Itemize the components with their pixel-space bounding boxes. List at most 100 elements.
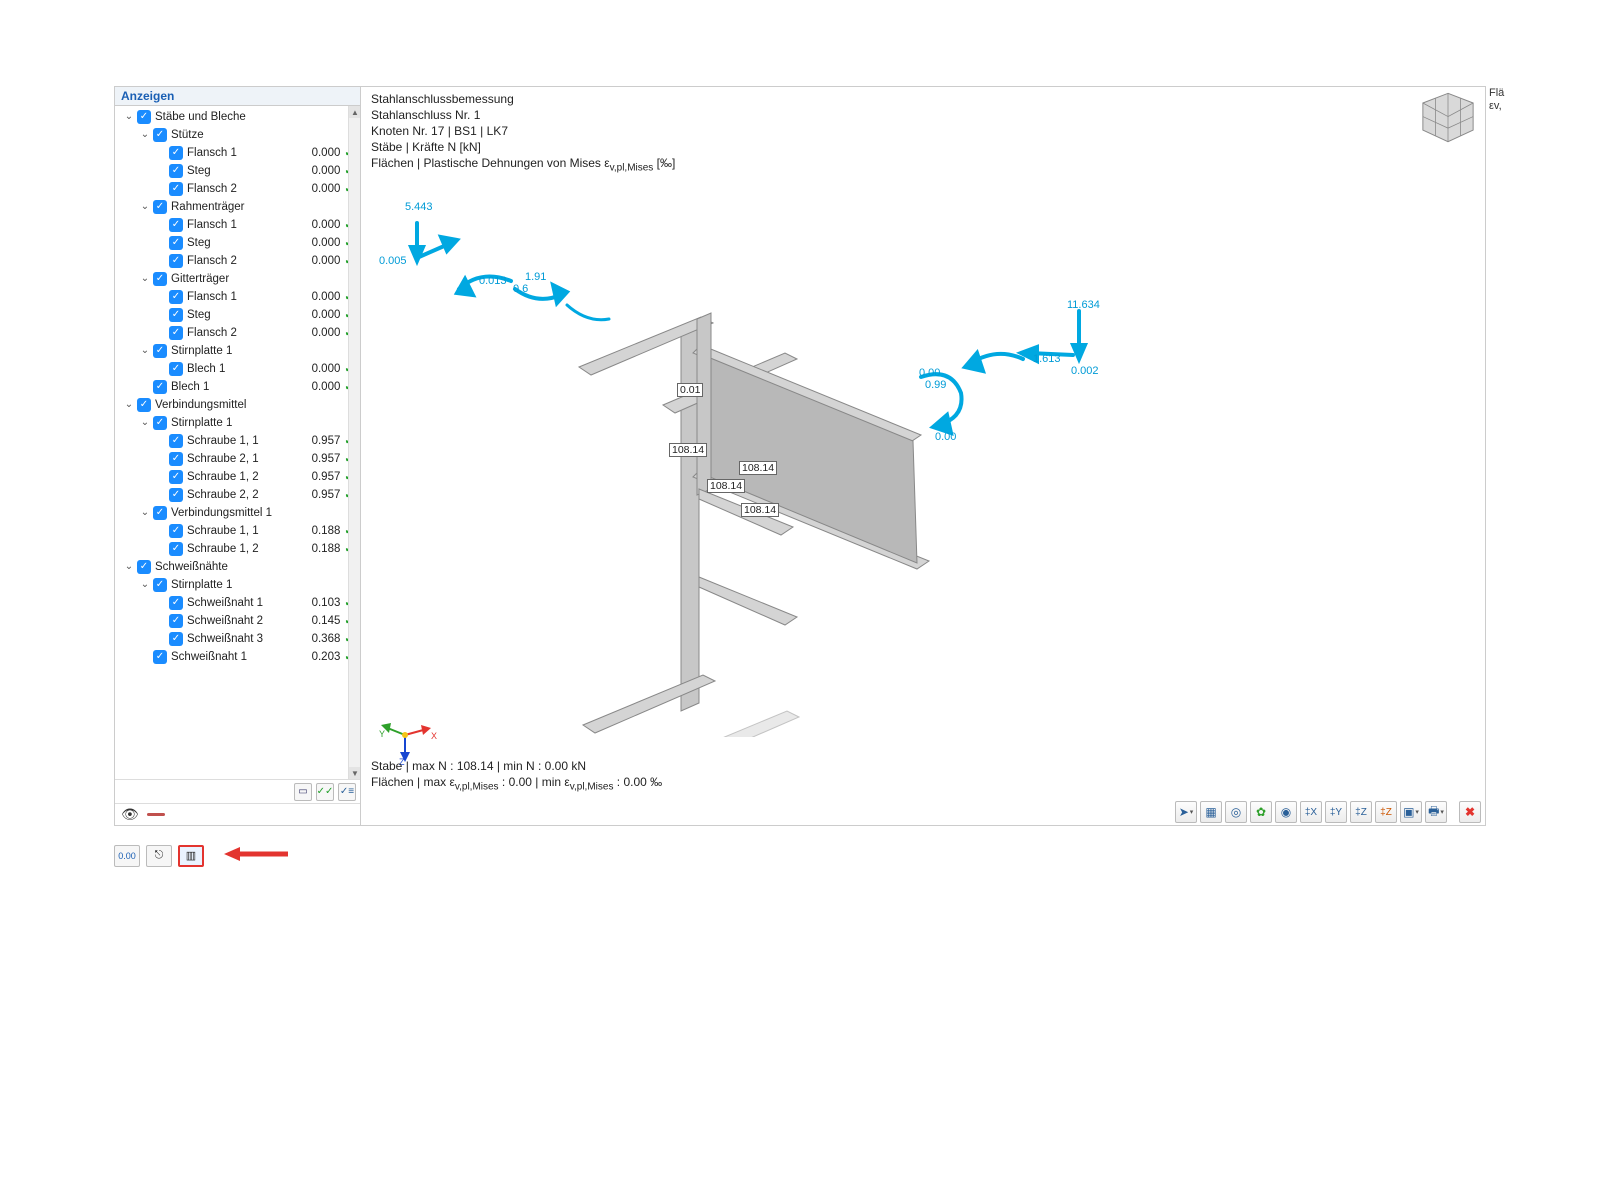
checkbox-icon[interactable]: ✓ — [153, 578, 167, 592]
checkbox-icon[interactable]: ✓ — [153, 650, 167, 664]
tree-row[interactable]: ⌄✓Stirnplatte 1 — [115, 576, 360, 594]
tree-row[interactable]: ⌄✓Stirnplatte 1 — [115, 342, 360, 360]
tree-row[interactable]: ✓Flansch 20.000✓ — [115, 252, 360, 270]
checkbox-icon[interactable]: ✓ — [153, 128, 167, 142]
tool-reset-icon[interactable]: ✖ — [1459, 801, 1481, 823]
scroll-down-icon[interactable]: ▼ — [349, 767, 360, 779]
tool-print-icon[interactable]: 🖶▾ — [1425, 801, 1447, 823]
tool-y-icon[interactable]: ‡Y — [1325, 801, 1347, 823]
checkbox-icon[interactable]: ✓ — [169, 614, 183, 628]
tab-model-icon[interactable]: ▥ — [178, 845, 204, 867]
checkbox-icon[interactable]: ✓ — [169, 254, 183, 268]
tool-section-icon[interactable]: ◎ — [1225, 801, 1247, 823]
caret-icon[interactable] — [155, 237, 167, 249]
checkbox-icon[interactable]: ✓ — [169, 146, 183, 160]
tree-row[interactable]: ✓Flansch 20.000✓ — [115, 180, 360, 198]
tree-row[interactable]: ✓Schraube 1, 10.188✓ — [115, 522, 360, 540]
caret-icon[interactable] — [155, 435, 167, 447]
tool-iso-icon[interactable]: ‡Z — [1375, 801, 1397, 823]
tree-row[interactable]: ✓Schweißnaht 20.145✓ — [115, 612, 360, 630]
caret-icon[interactable] — [155, 489, 167, 501]
caret-icon[interactable] — [139, 381, 151, 393]
caret-icon[interactable] — [155, 597, 167, 609]
tree-row[interactable]: ✓Schraube 1, 20.188✓ — [115, 540, 360, 558]
tree-row[interactable]: ✓Steg0.000✓ — [115, 306, 360, 324]
checkbox-icon[interactable]: ✓ — [169, 470, 183, 484]
tree-row[interactable]: ⌄✓Gitterträger — [115, 270, 360, 288]
checkbox-icon[interactable]: ✓ — [169, 290, 183, 304]
tree-row[interactable]: ✓Steg0.000✓ — [115, 162, 360, 180]
checkbox-icon[interactable]: ✓ — [169, 326, 183, 340]
checkbox-icon[interactable]: ✓ — [169, 542, 183, 556]
checkbox-icon[interactable]: ✓ — [137, 398, 151, 412]
checkbox-icon[interactable]: ✓ — [153, 272, 167, 286]
tree[interactable]: ⌄✓Stäbe und Bleche⌄✓Stütze✓Flansch 10.00… — [115, 106, 360, 779]
caret-icon[interactable]: ⌄ — [139, 579, 151, 591]
eye-icon[interactable]: 👁 — [121, 806, 139, 823]
checkbox-icon[interactable]: ✓ — [169, 632, 183, 646]
checkbox-icon[interactable]: ✓ — [169, 164, 183, 178]
tree-row[interactable]: ⌄✓Verbindungsmittel — [115, 396, 360, 414]
checkbox-icon[interactable]: ✓ — [153, 506, 167, 520]
caret-icon[interactable] — [139, 651, 151, 663]
tree-row[interactable]: ⌄✓Verbindungsmittel 1 — [115, 504, 360, 522]
checkbox-icon[interactable]: ✓ — [153, 344, 167, 358]
caret-icon[interactable]: ⌄ — [139, 345, 151, 357]
caret-icon[interactable] — [155, 543, 167, 555]
caret-icon[interactable]: ⌄ — [123, 111, 135, 123]
caret-icon[interactable]: ⌄ — [139, 273, 151, 285]
tree-row[interactable]: ✓Steg0.000✓ — [115, 234, 360, 252]
caret-icon[interactable] — [155, 615, 167, 627]
caret-icon[interactable] — [155, 363, 167, 375]
checkbox-icon[interactable]: ✓ — [169, 218, 183, 232]
tree-tool-2-icon[interactable]: ✓✓ — [316, 783, 334, 801]
tab-values-icon[interactable]: 0.00 — [114, 845, 140, 867]
tree-row[interactable]: ✓Flansch 10.000✓ — [115, 144, 360, 162]
caret-icon[interactable] — [155, 255, 167, 267]
caret-icon[interactable] — [155, 165, 167, 177]
tree-row[interactable]: ⌄✓Rahmenträger — [115, 198, 360, 216]
caret-icon[interactable] — [155, 183, 167, 195]
checkbox-icon[interactable]: ✓ — [169, 452, 183, 466]
caret-icon[interactable] — [155, 471, 167, 483]
caret-icon[interactable] — [155, 309, 167, 321]
checkbox-icon[interactable]: ✓ — [169, 596, 183, 610]
caret-icon[interactable]: ⌄ — [139, 201, 151, 213]
tree-row[interactable]: ⌄✓Stütze — [115, 126, 360, 144]
tree-row[interactable]: ✓Blech 10.000✓ — [115, 378, 360, 396]
tool-z-icon[interactable]: ‡Z — [1350, 801, 1372, 823]
tree-row[interactable]: ✓Schraube 2, 20.957✓ — [115, 486, 360, 504]
caret-icon[interactable] — [155, 291, 167, 303]
caret-icon[interactable]: ⌄ — [123, 561, 135, 573]
tool-box-icon[interactable]: ▣▾ — [1400, 801, 1422, 823]
scroll-up-icon[interactable]: ▲ — [349, 106, 360, 118]
tool-pan-icon[interactable]: ➤▾ — [1175, 801, 1197, 823]
checkbox-icon[interactable]: ✓ — [137, 560, 151, 574]
caret-icon[interactable] — [155, 219, 167, 231]
checkbox-icon[interactable]: ✓ — [169, 488, 183, 502]
tree-row[interactable]: ✓Schraube 2, 10.957✓ — [115, 450, 360, 468]
caret-icon[interactable]: ⌄ — [139, 129, 151, 141]
checkbox-icon[interactable]: ✓ — [153, 380, 167, 394]
tree-row[interactable]: ✓Schraube 1, 10.957✓ — [115, 432, 360, 450]
tree-row[interactable]: ⌄✓Stirnplatte 1 — [115, 414, 360, 432]
checkbox-icon[interactable]: ✓ — [169, 434, 183, 448]
tree-row[interactable]: ✓Schweißnaht 10.203✓ — [115, 648, 360, 666]
tree-row[interactable]: ✓Schweißnaht 30.368✓ — [115, 630, 360, 648]
checkbox-icon[interactable]: ✓ — [153, 200, 167, 214]
tool-loads-icon[interactable]: ◉ — [1275, 801, 1297, 823]
caret-icon[interactable] — [155, 525, 167, 537]
caret-icon[interactable] — [155, 453, 167, 465]
tree-row[interactable]: ✓Schweißnaht 10.103✓ — [115, 594, 360, 612]
tab-people-icon[interactable]: ⎋ — [146, 845, 172, 867]
model-canvas[interactable] — [361, 177, 1121, 737]
tool-surface-icon[interactable]: ✿ — [1250, 801, 1272, 823]
checkbox-icon[interactable]: ✓ — [137, 110, 151, 124]
tree-row[interactable]: ✓Blech 10.000✓ — [115, 360, 360, 378]
tool-grid-icon[interactable]: ▦ — [1200, 801, 1222, 823]
tree-row[interactable]: ✓Flansch 20.000✓ — [115, 324, 360, 342]
checkbox-icon[interactable]: ✓ — [169, 236, 183, 250]
navcube-icon[interactable] — [1419, 91, 1477, 145]
caret-icon[interactable]: ⌄ — [139, 507, 151, 519]
tree-row[interactable]: ✓Schraube 1, 20.957✓ — [115, 468, 360, 486]
